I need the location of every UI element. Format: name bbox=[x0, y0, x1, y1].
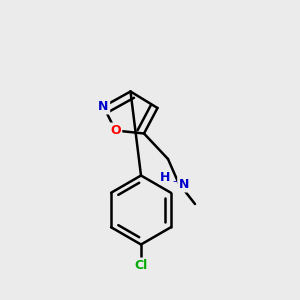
Text: Cl: Cl bbox=[134, 259, 148, 272]
Text: N: N bbox=[98, 100, 109, 113]
Text: N: N bbox=[179, 178, 189, 191]
Text: –: – bbox=[172, 176, 178, 186]
Text: O: O bbox=[110, 124, 121, 137]
Text: H: H bbox=[160, 171, 170, 184]
